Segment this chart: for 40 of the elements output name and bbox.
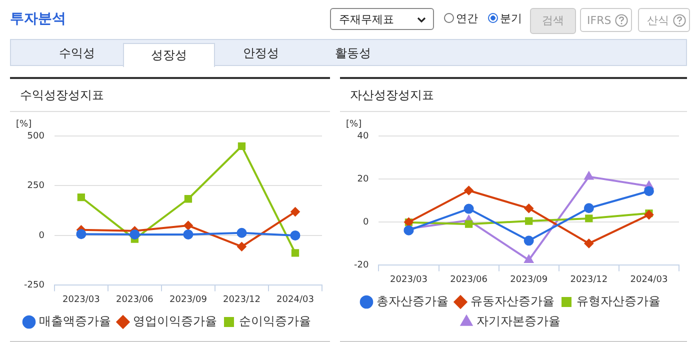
text: 산식 xyxy=(638,8,690,32)
x-tick-label: 2023/06 xyxy=(116,294,154,305)
x-tick-label: 2023/06 xyxy=(450,274,488,285)
text: 수익성 xyxy=(58,45,96,62)
x-tick-label: 2023/09 xyxy=(170,294,208,305)
text: IFRS xyxy=(580,8,632,32)
text: 연간 xyxy=(455,11,478,26)
y-tick-label: 250 xyxy=(27,181,45,192)
y-tick-label: 40 xyxy=(357,131,369,142)
x-tick-label: 2023/03 xyxy=(390,274,428,285)
legend-label: 유형자산증가율 xyxy=(576,294,660,308)
text: 주재무제표 xyxy=(330,8,434,30)
y-tick-label: 500 xyxy=(27,131,45,142)
chart-title: 수익성장성지표 xyxy=(10,79,330,112)
legend-label: 영업이익증가율 xyxy=(133,314,217,328)
x-tick-label: 2023/12 xyxy=(570,274,608,285)
x-tick-label: 2023/09 xyxy=(510,274,548,285)
x-tick-label: 2024/03 xyxy=(630,274,668,285)
y-tick-label: -20 xyxy=(354,260,369,271)
y-tick-label: 20 xyxy=(357,174,369,184)
y-axis-title: [%] xyxy=(346,119,362,130)
x-tick-label: 2024/03 xyxy=(276,294,314,305)
x-tick-label: 2023/03 xyxy=(62,294,100,305)
text: 성장성 xyxy=(123,43,215,67)
legend-label: 자기자본증가율 xyxy=(476,314,560,328)
y-tick-label: 0 xyxy=(38,230,45,241)
y-tick-label: 0 xyxy=(362,217,369,228)
legend-label: 유동자산증가율 xyxy=(470,294,554,308)
legend-label: 순이익증가율 xyxy=(239,314,311,328)
text: 분기 xyxy=(499,11,522,26)
text: 활동성 xyxy=(334,45,372,62)
y-tick-label: -250 xyxy=(24,280,45,291)
chart-title: 자산성장성지표 xyxy=(340,79,687,112)
text: 투자분석 xyxy=(10,10,66,28)
legend-label: 매출액증가율 xyxy=(39,314,111,328)
x-tick-label: 2023/12 xyxy=(223,294,260,305)
text: 검색 xyxy=(530,8,576,34)
y-axis-title: [%] xyxy=(16,119,32,130)
text: 안정성 xyxy=(242,45,280,62)
legend-label: 총자산증가율 xyxy=(376,294,448,308)
